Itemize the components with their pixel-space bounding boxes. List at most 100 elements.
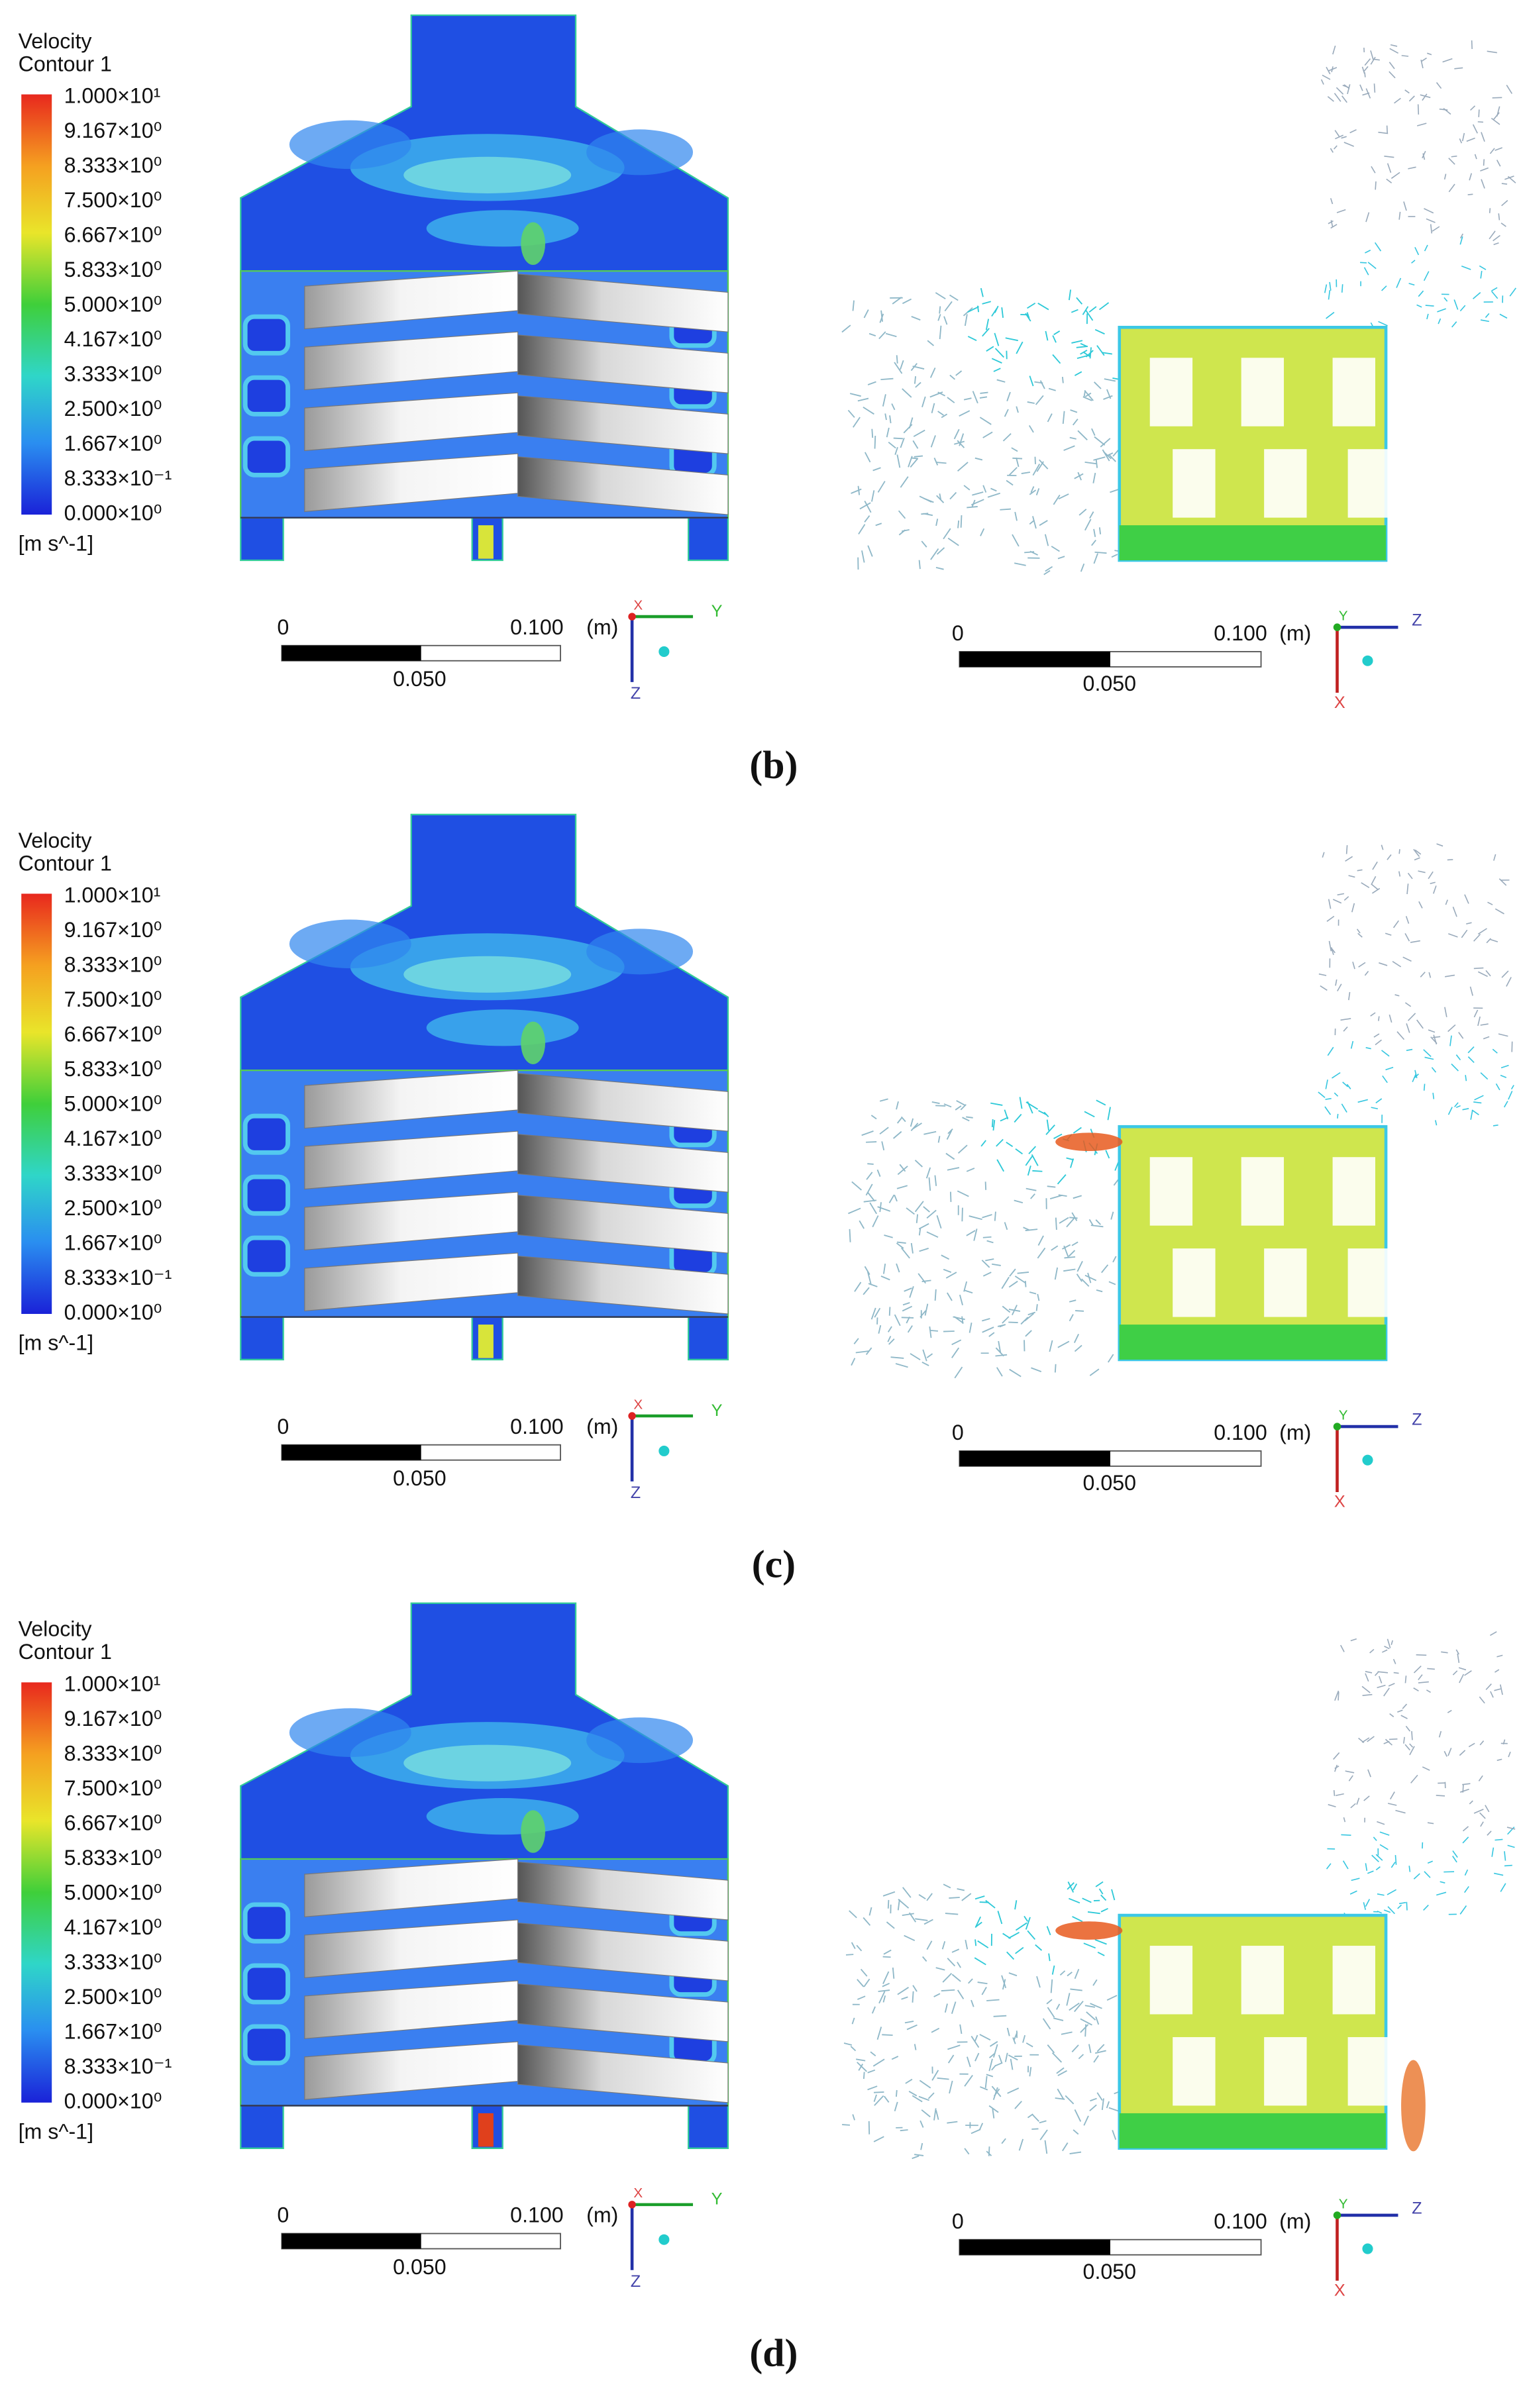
- vector: [1051, 2052, 1063, 2063]
- vector: [1037, 1247, 1046, 1259]
- scale-unit: (m): [1279, 621, 1311, 645]
- vector: [1025, 1917, 1031, 1930]
- vector: [1423, 1905, 1429, 1911]
- vector: [949, 491, 957, 500]
- vector: [984, 2076, 988, 2088]
- vector: [931, 403, 935, 413]
- vector: [1473, 292, 1481, 299]
- vector: [870, 1115, 877, 1120]
- vector: [1327, 1046, 1334, 1056]
- vector: [1384, 156, 1394, 158]
- vector: [1495, 1669, 1500, 1673]
- vector: [1370, 50, 1374, 60]
- vector: [1480, 319, 1490, 323]
- vector: [1465, 1075, 1467, 1081]
- vector: [1094, 381, 1102, 389]
- vector: [1048, 387, 1056, 391]
- vector: [1414, 857, 1420, 861]
- vector: [1436, 843, 1444, 847]
- vector: [1027, 401, 1035, 404]
- vector: [1024, 1280, 1027, 1287]
- flow-gap: [1264, 2036, 1307, 2106]
- vector: [851, 2017, 855, 2025]
- vector: [1331, 948, 1336, 954]
- vector: [906, 2024, 918, 2031]
- axis-label: Z: [1412, 1411, 1422, 1429]
- vector: [964, 1289, 973, 1294]
- vector: [1024, 1915, 1029, 1922]
- vector: [934, 1175, 937, 1186]
- vector: [1089, 347, 1092, 359]
- vector: [1389, 62, 1395, 70]
- vector: [1006, 1141, 1014, 1148]
- vector: [1057, 2088, 1065, 2100]
- vector: [896, 1263, 900, 1273]
- vector: [1106, 1995, 1118, 2001]
- vector: [926, 1893, 933, 1901]
- vector: [1027, 1930, 1036, 1940]
- vector: [1391, 172, 1400, 179]
- vector: [1053, 2017, 1064, 2021]
- vector: [868, 1907, 872, 1916]
- vector: [1082, 306, 1089, 315]
- vector: [1356, 1797, 1360, 1805]
- vector: [1491, 291, 1498, 299]
- vector: [1367, 1736, 1375, 1742]
- vector: [951, 1339, 962, 1346]
- vector: [887, 1336, 892, 1342]
- vector: [1495, 1083, 1500, 1091]
- vector: [849, 1229, 851, 1242]
- vector: [1328, 1804, 1336, 1808]
- vector: [1069, 2002, 1080, 2011]
- flow-gap: [1149, 1157, 1193, 1226]
- vector: [1381, 1649, 1388, 1653]
- vector: [1030, 486, 1035, 493]
- vortex: [242, 314, 290, 356]
- vector: [1418, 290, 1424, 297]
- vector: [1077, 1260, 1083, 1272]
- vector: [1029, 1291, 1037, 1295]
- vector: [1342, 1860, 1349, 1870]
- vector: [1083, 2115, 1089, 2126]
- vector: [864, 452, 871, 463]
- vector: [1023, 1227, 1029, 1231]
- flow-gap: [1149, 1946, 1193, 2015]
- scale-start: 0: [952, 2209, 964, 2233]
- vector: [1006, 1951, 1015, 1960]
- vector: [1056, 2003, 1061, 2010]
- vector: [921, 2109, 931, 2118]
- legend-level: 2.500×10⁰: [64, 1196, 162, 1220]
- vector: [1365, 88, 1371, 99]
- vector: [1479, 1740, 1485, 1746]
- vector: [1458, 1667, 1467, 1671]
- vector: [1367, 1870, 1374, 1874]
- vector: [1427, 1668, 1435, 1670]
- vector: [918, 1894, 926, 1900]
- vector: [951, 1948, 960, 1953]
- vector: [936, 1215, 942, 1229]
- vector: [1324, 1106, 1332, 1115]
- vector: [1408, 1866, 1411, 1872]
- vector: [1398, 1901, 1406, 1905]
- velocity-contour: [240, 1602, 729, 2149]
- flow-region: [586, 129, 694, 176]
- vector: [935, 566, 944, 570]
- vector: [1430, 224, 1433, 234]
- vector: [982, 485, 987, 493]
- vector: [1006, 391, 1011, 402]
- vector: [953, 1316, 965, 1321]
- vector: [1409, 1746, 1415, 1756]
- vector: [1490, 1691, 1494, 1698]
- vector: [1406, 1901, 1408, 1911]
- vector: [1428, 871, 1434, 879]
- vector: [1427, 52, 1432, 56]
- vector: [1461, 929, 1468, 938]
- vector: [954, 1366, 963, 1379]
- vector: [963, 485, 971, 491]
- axis-label: Y: [1339, 609, 1348, 624]
- vector: [1096, 2044, 1105, 2052]
- vector: [1367, 1769, 1371, 1778]
- vector: [1032, 464, 1041, 476]
- velocity-contour: [240, 813, 729, 1361]
- vector: [1002, 433, 1012, 442]
